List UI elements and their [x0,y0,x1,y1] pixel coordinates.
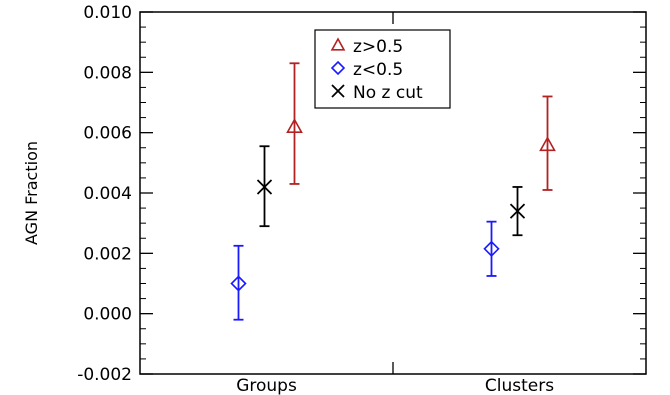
legend-diamond-diamond-marker [330,60,346,76]
data-marks [230,62,556,321]
point-cross-groups-cross-marker-b [256,179,273,195]
legend-label-diamond: z<0.5 [353,60,403,80]
point-triangle-groups-triangle-marker [286,117,303,134]
x-tick-label-groups: Groups [236,376,297,395]
legend: z>0.5 z<0.5 No z cut [314,29,451,109]
x-tick-label-clusters: Clusters [485,376,554,395]
legend-label-triangle: z>0.5 [353,37,403,57]
legend-box [314,29,451,109]
point-cross-clusters-cross-marker-b [509,203,526,219]
y-tick-label: 0.006 [83,124,132,144]
legend-cross-cross-marker-b [331,84,345,98]
point-diamond-groups-diamond-marker [230,275,247,292]
legend-label-cross: No z cut [353,83,423,103]
y-tick-label: -0.002 [77,365,132,385]
y-tick-label: 0.000 [83,305,132,325]
y-tick-label: 0.004 [83,184,132,204]
y-tick-label: 0.010 [83,3,132,23]
point-triangle-clusters-triangle-marker [539,136,556,152]
axis-ticks: -0.002 0.000 0.002 0.004 0.006 0.008 0.010 Grou… [77,3,646,395]
y-axis-title: AGN Fraction [22,141,41,245]
y-tick-label: 0.008 [83,63,132,83]
legend-triangle-triangle-marker [330,37,346,51]
point-diamond-clusters-diamond-marker [483,240,500,257]
y-tick-label: 0.002 [83,244,132,264]
